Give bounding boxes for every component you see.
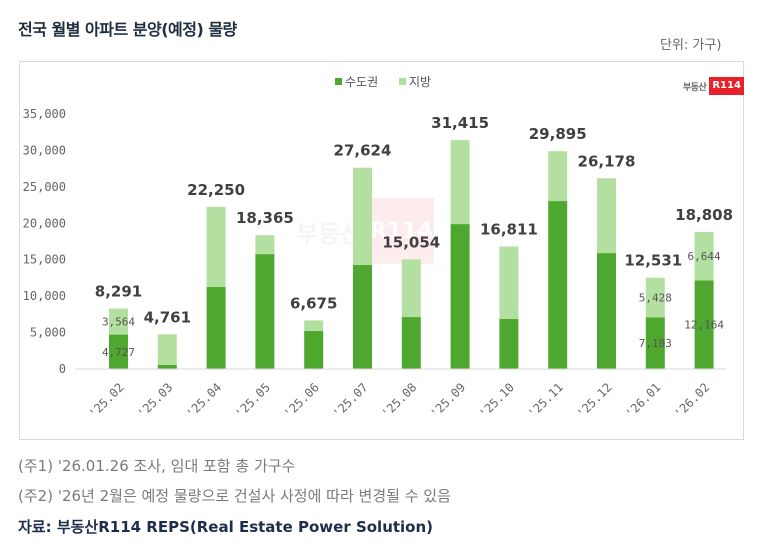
total-label: 31,415 — [431, 114, 489, 132]
bar-segment-metro — [109, 334, 128, 369]
brand-logo: 부동산 R114 — [683, 77, 744, 95]
bar-segment-metro — [157, 364, 177, 369]
y-tick-label: 35,000 — [23, 107, 66, 121]
total-label: 18,808 — [675, 206, 733, 224]
x-tick-label: '26.01 — [623, 380, 664, 421]
y-tick-label: 5,000 — [30, 326, 66, 340]
x-tick-label: '25.11 — [525, 380, 566, 421]
bars — [109, 140, 714, 369]
y-tick-label: 15,000 — [23, 253, 66, 267]
x-tick-label: '25.06 — [281, 380, 322, 421]
y-tick-label: 0 — [59, 362, 66, 376]
bar-segment-metro — [206, 287, 226, 369]
bar-segment-local — [450, 140, 470, 225]
bar-segment-metro — [548, 201, 568, 369]
bar-segment-local — [157, 334, 177, 365]
bar-segment-local — [597, 178, 616, 254]
y-tick-label: 25,000 — [23, 180, 66, 194]
total-label: 26,178 — [578, 152, 636, 170]
legend-swatch-local — [399, 78, 406, 85]
bar-segment-metro — [401, 317, 421, 369]
unit-text: 단위: 가구) — [660, 38, 722, 53]
bar-segment-local — [694, 231, 714, 281]
bar-segment-local — [353, 167, 372, 266]
legend: 수도권 지방 — [335, 75, 431, 89]
x-tick-label: '25.07 — [330, 380, 371, 421]
bar-segment-metro — [450, 224, 470, 369]
bar-segment-local — [499, 246, 519, 320]
total-label: 16,811 — [480, 221, 538, 239]
x-tick-label: '25.10 — [476, 380, 517, 421]
bar-segment-local — [206, 206, 226, 288]
bar-segment-metro — [499, 319, 519, 369]
x-axis: '25.02'25.03'25.04'25.05'25.06'25.07'25.… — [86, 380, 712, 421]
x-tick-label: '25.09 — [428, 380, 469, 421]
total-label: 4,761 — [144, 308, 191, 326]
segment-label: 6,644 — [688, 250, 721, 263]
segment-label: 5,428 — [639, 291, 672, 304]
legend-label-metro: 수도권 — [345, 75, 378, 89]
segment-label: 3,564 — [102, 316, 135, 329]
bar-segment-local — [109, 308, 128, 335]
bar-segment-metro — [304, 331, 324, 369]
chart-title: 전국 월별 아파트 분양(예정) 물량 — [18, 20, 237, 39]
bar-segment-local — [401, 259, 421, 318]
segment-label: 4,727 — [102, 346, 135, 359]
x-tick-label: '25.05 — [232, 380, 273, 421]
watermark: 부동산 R114 — [296, 198, 435, 264]
source-line: 자료: 부동산R114 REPS(Real Estate Power Solut… — [18, 518, 434, 536]
bar-segment-local — [645, 277, 665, 318]
y-tick-label: 20,000 — [23, 216, 66, 230]
x-tick-label: '25.03 — [135, 380, 176, 421]
bar-segment-metro — [353, 265, 372, 369]
footnote-2: (주2) '26년 2월은 예정 물량으로 건설사 사정에 따라 변경될 수 있… — [18, 487, 451, 505]
total-label: 8,291 — [95, 283, 142, 301]
bar-segment-local — [255, 235, 275, 255]
watermark-badge: R114 — [368, 198, 435, 264]
total-label: 18,365 — [236, 209, 294, 227]
segment-label: 7,103 — [639, 337, 672, 350]
logo-text: 부동산 — [683, 82, 707, 93]
x-tick-label: '26.02 — [672, 380, 713, 421]
x-tick-label: '25.04 — [184, 380, 225, 421]
chart-frame — [19, 61, 744, 440]
legend-swatch-metro — [335, 78, 342, 85]
logo-badge: R114 — [709, 77, 744, 95]
legend-label-local: 지방 — [409, 75, 431, 89]
bar-segment-metro — [597, 253, 616, 369]
y-tick-label: 10,000 — [23, 289, 66, 303]
total-label: 12,531 — [624, 252, 682, 270]
bar-segment-local — [548, 151, 568, 202]
watermark-text: 부동산 — [296, 219, 363, 248]
total-label: 29,895 — [529, 125, 587, 143]
total-label: 27,624 — [334, 142, 392, 160]
segment-label: 12,164 — [684, 319, 724, 332]
bar-segment-metro — [255, 254, 275, 369]
bar-segment-metro — [645, 317, 665, 369]
bar-segment-metro — [694, 280, 714, 369]
bar-segment-local — [304, 320, 324, 332]
y-tick-label: 30,000 — [23, 143, 66, 157]
x-tick-label: '25.12 — [574, 380, 615, 421]
total-label: 15,054 — [382, 233, 440, 251]
footnote-1: (주1) '26.01.26 조사, 임대 포함 총 가구수 — [18, 457, 296, 475]
x-tick-label: '25.08 — [379, 380, 420, 421]
x-tick-label: '25.02 — [86, 380, 127, 421]
total-label: 6,675 — [290, 294, 337, 312]
unit-label: 단위: 가구) — [660, 34, 744, 53]
y-axis: 0 5,000 10,000 15,000 20,000 25,000 30,000 35,0… — [23, 107, 66, 376]
total-label: 22,250 — [187, 181, 245, 199]
